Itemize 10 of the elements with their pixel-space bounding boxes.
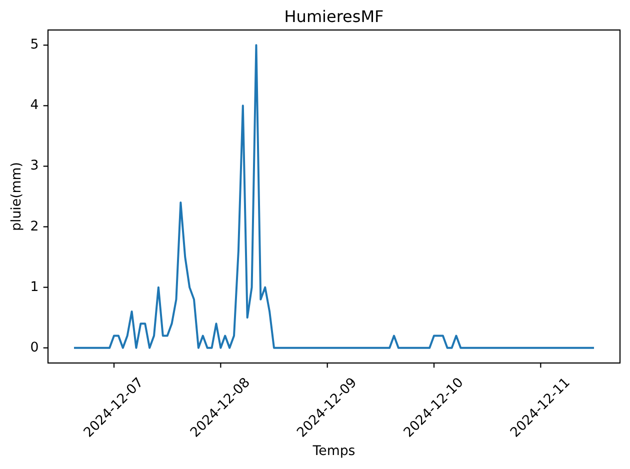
y-tick-label: 2	[30, 219, 39, 234]
y-tick-label: 1	[30, 280, 39, 295]
y-tick-label: 5	[30, 38, 39, 53]
y-tick-label: 0	[30, 340, 39, 356]
y-tick-label: 3	[30, 158, 39, 174]
chart-title: HumieresMF	[284, 7, 384, 26]
y-tick-label: 4	[30, 98, 39, 114]
line-series	[73, 44, 595, 349]
x-axis-title: Temps	[312, 444, 356, 459]
y-axis-title: pluie(mm)	[10, 162, 24, 231]
